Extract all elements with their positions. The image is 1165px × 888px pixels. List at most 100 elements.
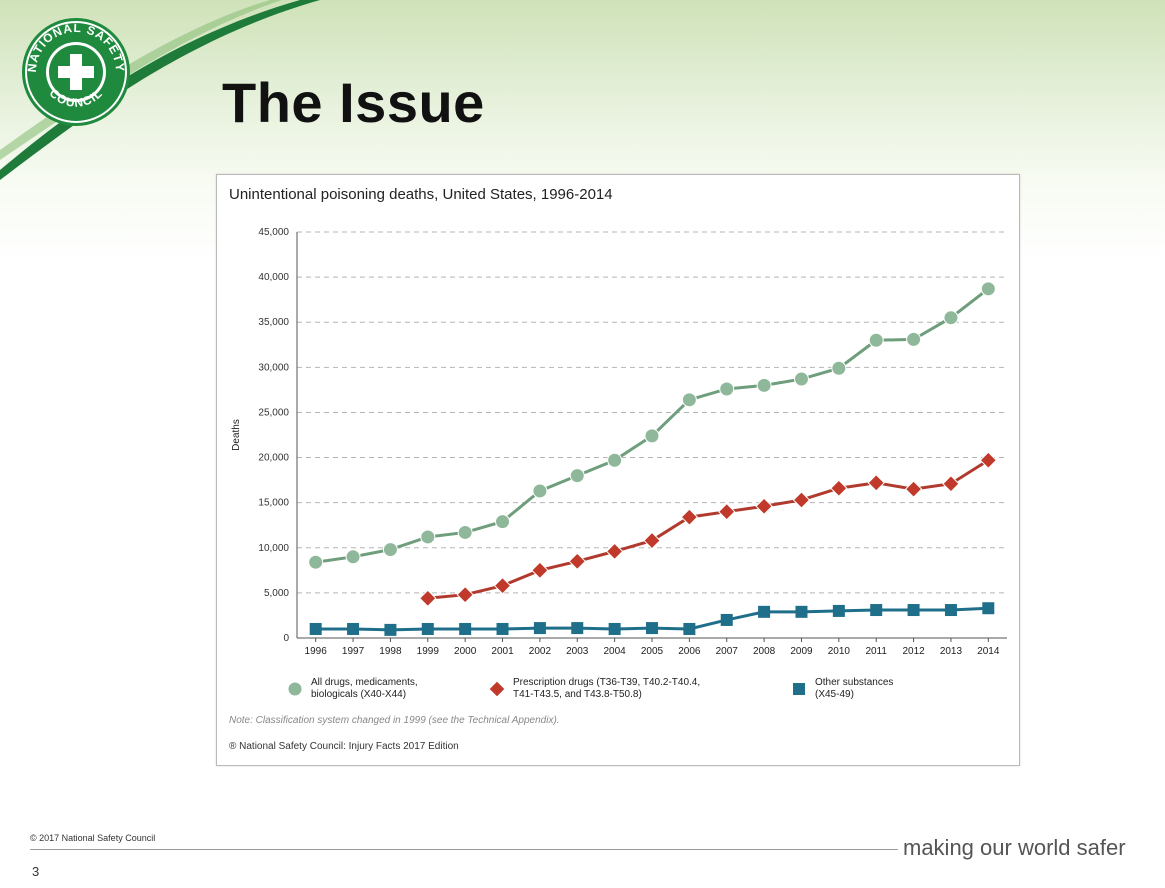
data-point-circle (420, 529, 436, 545)
x-tick-label: 2008 (753, 646, 776, 657)
data-point-circle (457, 524, 473, 540)
x-tick-label: 2007 (716, 646, 739, 657)
data-point-diamond (531, 561, 549, 580)
data-point-diamond (904, 480, 923, 498)
x-tick-label: 2000 (454, 646, 477, 657)
data-point-circle (532, 483, 548, 499)
data-point-diamond (568, 552, 586, 571)
data-point-square (982, 602, 995, 615)
legend-label: Prescription drugs (T36-T39, T40.2-T40.4… (513, 677, 700, 688)
legend-label: T41-T43.5, and T43.8-T50.8) (513, 689, 642, 700)
data-point-square (907, 604, 920, 617)
data-point-diamond (755, 497, 773, 515)
data-point-square (533, 622, 546, 635)
legend-label: biologicals (X40-X44) (311, 689, 406, 700)
data-point-circle (831, 360, 847, 376)
data-point-diamond (419, 589, 437, 608)
data-point-circle (868, 332, 884, 348)
chart-source: ® National Safety Council: Injury Facts … (229, 741, 459, 752)
data-point-circle (980, 281, 996, 297)
data-point-square (944, 604, 957, 617)
data-point-circle (756, 377, 772, 393)
data-point-circle (719, 381, 735, 397)
line-chart: 0 5,000 10,000 15,000 20,000 25,000 30,000 35,0… (231, 227, 1007, 700)
data-point-square (646, 622, 658, 635)
data-point-diamond (493, 576, 512, 595)
data-point-diamond (680, 508, 699, 526)
slide-title: The Issue (222, 71, 485, 134)
x-tick-label: 2003 (566, 646, 589, 657)
data-point-diamond (605, 542, 624, 561)
y-tick-label: 35,000 (258, 317, 289, 328)
data-point-circle (681, 392, 697, 408)
legend-marker-1 (287, 681, 303, 697)
data-point-diamond (792, 491, 811, 509)
x-tick-label: 2009 (790, 646, 813, 657)
y-tick-label: 15,000 (258, 498, 289, 509)
chart-panel: Unintentional poisoning deaths, United S… (216, 174, 1020, 766)
data-point-circle (644, 428, 660, 444)
series-line-2 (427, 458, 990, 600)
y-tick-label: 40,000 (258, 272, 289, 283)
page-number: 3 (32, 864, 40, 879)
data-point-circle (382, 542, 398, 558)
data-point-circle (495, 514, 511, 530)
data-point-circle (906, 331, 922, 347)
x-tick-label: 2012 (902, 646, 925, 657)
data-point-circle (607, 452, 623, 468)
data-point-square (608, 622, 621, 635)
data-point-circle (569, 468, 585, 484)
x-tick-label: 2001 (491, 646, 514, 657)
chart-note: Note: Classification system changed in 1… (229, 715, 560, 726)
data-point-square (795, 605, 808, 618)
series-line-1 (315, 287, 990, 564)
data-point-diamond (979, 451, 998, 469)
data-point-diamond (942, 475, 960, 493)
y-axis-label: Deaths (231, 419, 242, 451)
data-point-square (347, 622, 360, 635)
data-point-square (571, 622, 584, 635)
x-tick-label: 2002 (529, 646, 552, 657)
legend-label: (X45-49) (815, 689, 854, 700)
data-point-square (870, 604, 883, 617)
x-tick-label: 2010 (828, 646, 851, 657)
x-tick-label: 1998 (379, 646, 402, 657)
data-point-diamond (718, 502, 736, 521)
x-tick-label: 2013 (940, 646, 963, 657)
data-point-diamond (867, 474, 885, 492)
svg-text:COUNCIL: COUNCIL (47, 86, 106, 110)
x-tick-label: 1999 (417, 646, 440, 657)
data-point-square (459, 622, 472, 635)
tagline: making our world safer (903, 835, 1126, 860)
nsc-logo: NATIONAL SAFETY COUNCIL (18, 10, 138, 145)
y-tick-label: 0 (283, 633, 289, 644)
y-tick-label: 20,000 (258, 453, 289, 464)
data-point-square (384, 623, 397, 636)
x-tick-label: 1997 (342, 646, 365, 657)
y-tick-label: 45,000 (258, 227, 289, 238)
footer-divider (30, 849, 898, 850)
data-point-square (309, 622, 322, 635)
legend-marker-3 (793, 683, 805, 695)
data-point-square (758, 605, 771, 618)
x-tick-label: 2011 (865, 646, 887, 657)
data-point-square (496, 622, 509, 635)
data-point-square (720, 613, 733, 626)
data-point-diamond (643, 531, 661, 550)
x-tick-label: 2005 (641, 646, 664, 657)
legend-label: Other substances (815, 677, 893, 688)
data-point-circle (793, 371, 809, 387)
chart-title: Unintentional poisoning deaths, United S… (229, 186, 613, 203)
data-point-square (421, 622, 434, 635)
data-point-circle (308, 554, 324, 570)
y-tick-label: 5,000 (264, 588, 289, 599)
y-tick-label: 30,000 (258, 362, 289, 373)
legend-marker-2 (488, 680, 506, 698)
data-point-diamond (830, 479, 848, 497)
data-point-square (832, 604, 845, 617)
x-tick-label: 1996 (305, 646, 328, 657)
x-tick-label: 2014 (977, 646, 1000, 657)
data-point-diamond (456, 585, 474, 604)
x-tick-label: 2004 (604, 646, 627, 657)
legend-label: All drugs, medicaments, (311, 677, 418, 688)
